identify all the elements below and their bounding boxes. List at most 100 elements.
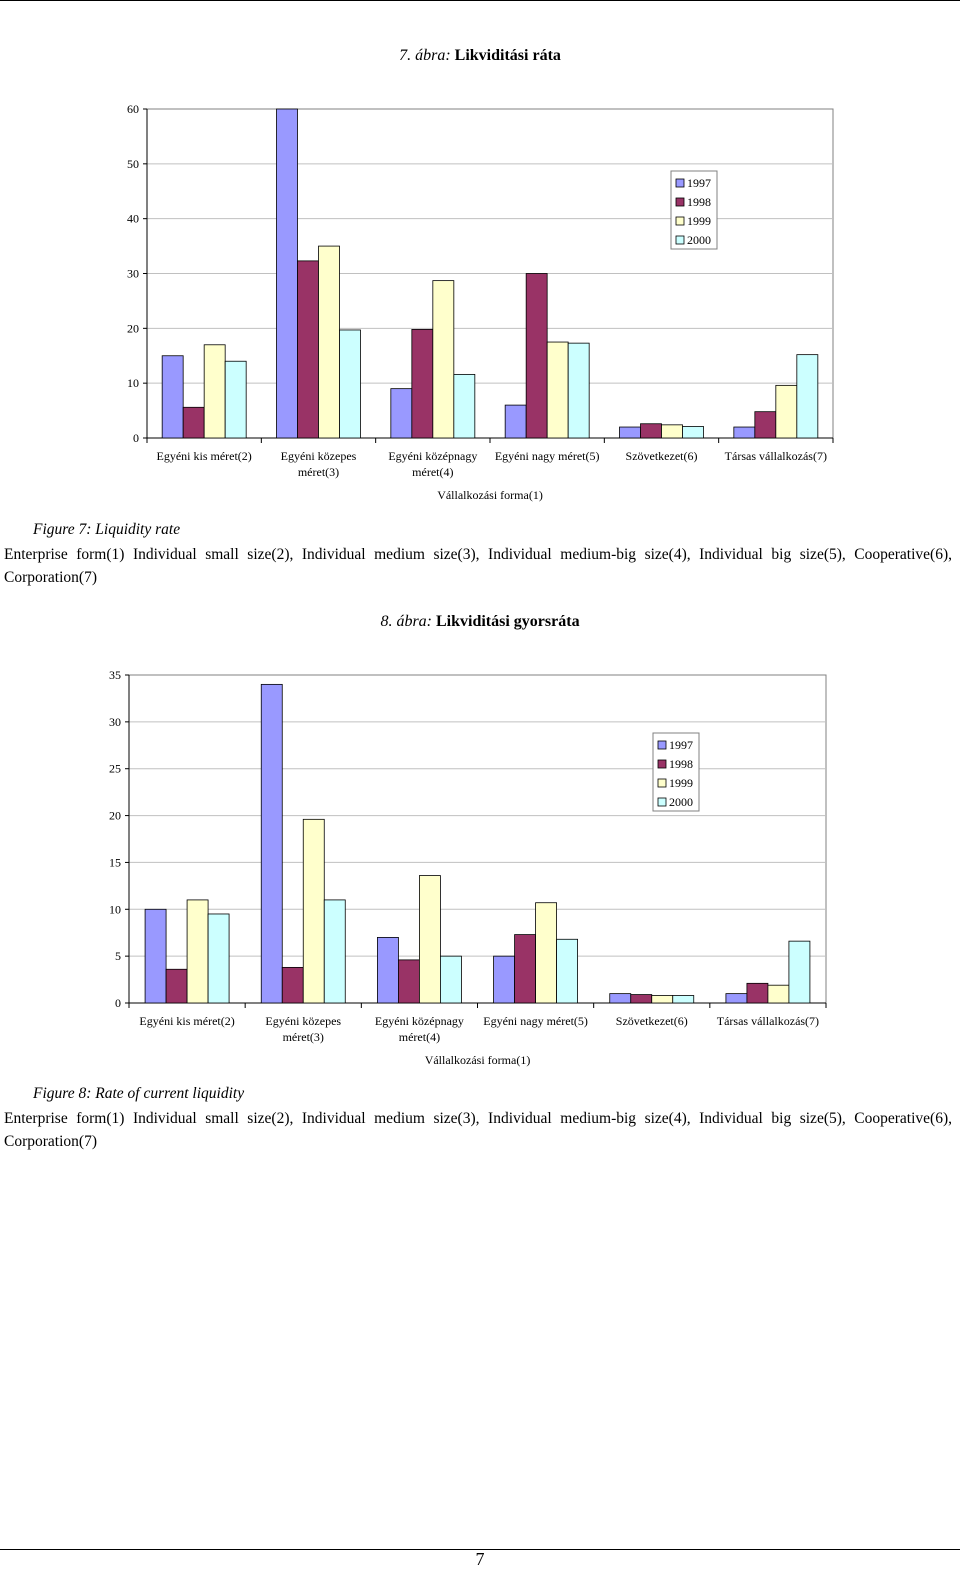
legend-swatch xyxy=(675,235,685,245)
bar-1998 xyxy=(525,273,548,439)
figure-7-caption: Figure 7: Liquidity rate xyxy=(33,521,181,538)
y-tick-label: 5 xyxy=(115,949,121,963)
chart-title-prefix: 7. ábra: xyxy=(399,47,451,64)
bar-1998 xyxy=(281,966,304,1004)
y-tick-label: 0 xyxy=(133,431,139,445)
bar-1999 xyxy=(651,995,674,1004)
bar-1999 xyxy=(302,818,325,1004)
bar-1999 xyxy=(203,344,226,439)
legend-label: 1999 xyxy=(687,214,711,228)
y-tick-label: 10 xyxy=(109,902,121,916)
bar-1997 xyxy=(619,426,641,439)
y-tick-label: 20 xyxy=(109,809,121,823)
x-tick-label: méret(4) xyxy=(399,1030,440,1044)
y-tick-label: 35 xyxy=(109,668,121,682)
y-tick-label: 30 xyxy=(109,715,121,729)
legend-label: 1999 xyxy=(669,776,693,790)
x-tick-label: Társas vállalkozás(7) xyxy=(725,449,827,463)
legend-label: 2000 xyxy=(687,233,711,247)
figure-8-description: Enterprise form(1) Individual small size… xyxy=(4,1110,952,1150)
footer-rule xyxy=(0,1549,960,1550)
bar-1997 xyxy=(377,936,399,1004)
legend: 1997 1998 1999 2000 xyxy=(652,732,700,812)
y-tick-label: 20 xyxy=(127,321,139,335)
bar-1999 xyxy=(432,280,455,439)
y-tick-label: 40 xyxy=(127,212,139,226)
x-tick-label: Egyéni középnagy xyxy=(388,449,477,463)
bar-1999 xyxy=(535,902,557,1004)
bar-1998 xyxy=(640,423,662,439)
bar-1998 xyxy=(411,329,434,439)
legend-label: 1997 xyxy=(687,176,711,190)
bar-1999 xyxy=(318,245,340,439)
bar-1999 xyxy=(775,384,798,439)
x-tick-label: Egyéni nagy méret(5) xyxy=(483,1014,588,1028)
bar-2000 xyxy=(440,955,462,1004)
y-tick-label: 25 xyxy=(109,762,121,776)
figure-8-caption: Figure 8: Rate of current liquidity xyxy=(33,1085,245,1102)
x-tick-label: Egyéni kis méret(2) xyxy=(139,1014,234,1028)
y-tick-label: 60 xyxy=(127,102,139,116)
legend-swatch xyxy=(657,778,667,788)
bar-1999 xyxy=(661,424,683,439)
legend: 1997 1998 1999 2000 xyxy=(670,170,718,250)
legend-swatch xyxy=(657,759,667,769)
legend-swatch xyxy=(675,216,685,226)
x-tick-label: Szövetkezet(6) xyxy=(616,1014,688,1028)
bar-2000 xyxy=(224,360,247,439)
bar-1998 xyxy=(398,959,420,1004)
bar-1997 xyxy=(733,426,756,439)
bar-1997 xyxy=(161,355,184,439)
bar-1997 xyxy=(260,683,283,1004)
current-liquidity-chart: 0 5 10 15 20 25 30 35 Egyéni kis méret(2) Egyéni … xyxy=(109,668,827,1067)
legend-label: 1997 xyxy=(669,738,693,752)
y-tick-label: 0 xyxy=(115,996,121,1010)
bar-1999 xyxy=(186,899,209,1004)
x-tick-label: Egyéni nagy méret(5) xyxy=(495,449,600,463)
bar-1999 xyxy=(767,984,790,1004)
bar-1997 xyxy=(276,108,298,439)
plot-area xyxy=(128,674,827,1004)
bar-1998 xyxy=(514,934,536,1004)
x-axis-title: Vállalkozási forma(1) xyxy=(437,488,543,502)
y-tick-label: 30 xyxy=(127,267,139,281)
figure-7-description: Enterprise form(1) Individual small size… xyxy=(4,546,952,586)
legend-label: 2000 xyxy=(669,795,693,809)
chart-title-prefix: 8. ábra: xyxy=(380,613,432,630)
bar-1998 xyxy=(165,968,188,1004)
legend-swatch xyxy=(675,197,685,207)
legend-label: 1998 xyxy=(687,195,711,209)
bar-1997 xyxy=(609,993,632,1004)
x-tick-label: Egyéni közepes xyxy=(281,449,357,463)
top-rule xyxy=(0,0,960,1)
chart-title-8: 8. ábra: Likviditási gyorsráta xyxy=(0,613,960,631)
x-tick-label: Szövetkezet(6) xyxy=(626,449,698,463)
x-tick-label: méret(4) xyxy=(412,465,453,479)
bar-2000 xyxy=(339,329,361,439)
bar-2000 xyxy=(567,342,590,439)
bar-2000 xyxy=(796,354,819,439)
x-tick-label: méret(3) xyxy=(298,465,339,479)
x-tick-label: Egyéni kis méret(2) xyxy=(157,449,252,463)
bar-1998 xyxy=(754,411,777,439)
legend-label: 1998 xyxy=(669,757,693,771)
y-tick-label: 50 xyxy=(127,157,139,171)
x-tick-label: méret(3) xyxy=(283,1030,324,1044)
chart-title-7: 7. ábra: Likviditási ráta xyxy=(0,47,960,65)
bar-2000 xyxy=(453,373,476,439)
bar-1997 xyxy=(504,404,527,439)
legend-swatch xyxy=(657,740,667,750)
bar-1998 xyxy=(746,982,769,1004)
bar-2000 xyxy=(207,913,230,1004)
legend-swatch xyxy=(657,797,667,807)
x-tick-label: Egyéni közepes xyxy=(265,1014,341,1028)
liquidity-rate-chart: 0 10 20 30 40 50 60 Egyéni kis méret(2) Egyéni k… xyxy=(127,102,834,502)
legend-swatch xyxy=(675,178,685,188)
x-axis-title: Vállalkozási forma(1) xyxy=(425,1053,531,1067)
x-tick-label: Társas vállalkozás(7) xyxy=(717,1014,819,1028)
x-tick-label: Egyéni középnagy xyxy=(375,1014,464,1028)
y-tick-label: 15 xyxy=(109,855,121,869)
bar-2000 xyxy=(556,938,578,1004)
bar-1998 xyxy=(297,260,319,439)
bar-2000 xyxy=(788,940,811,1004)
